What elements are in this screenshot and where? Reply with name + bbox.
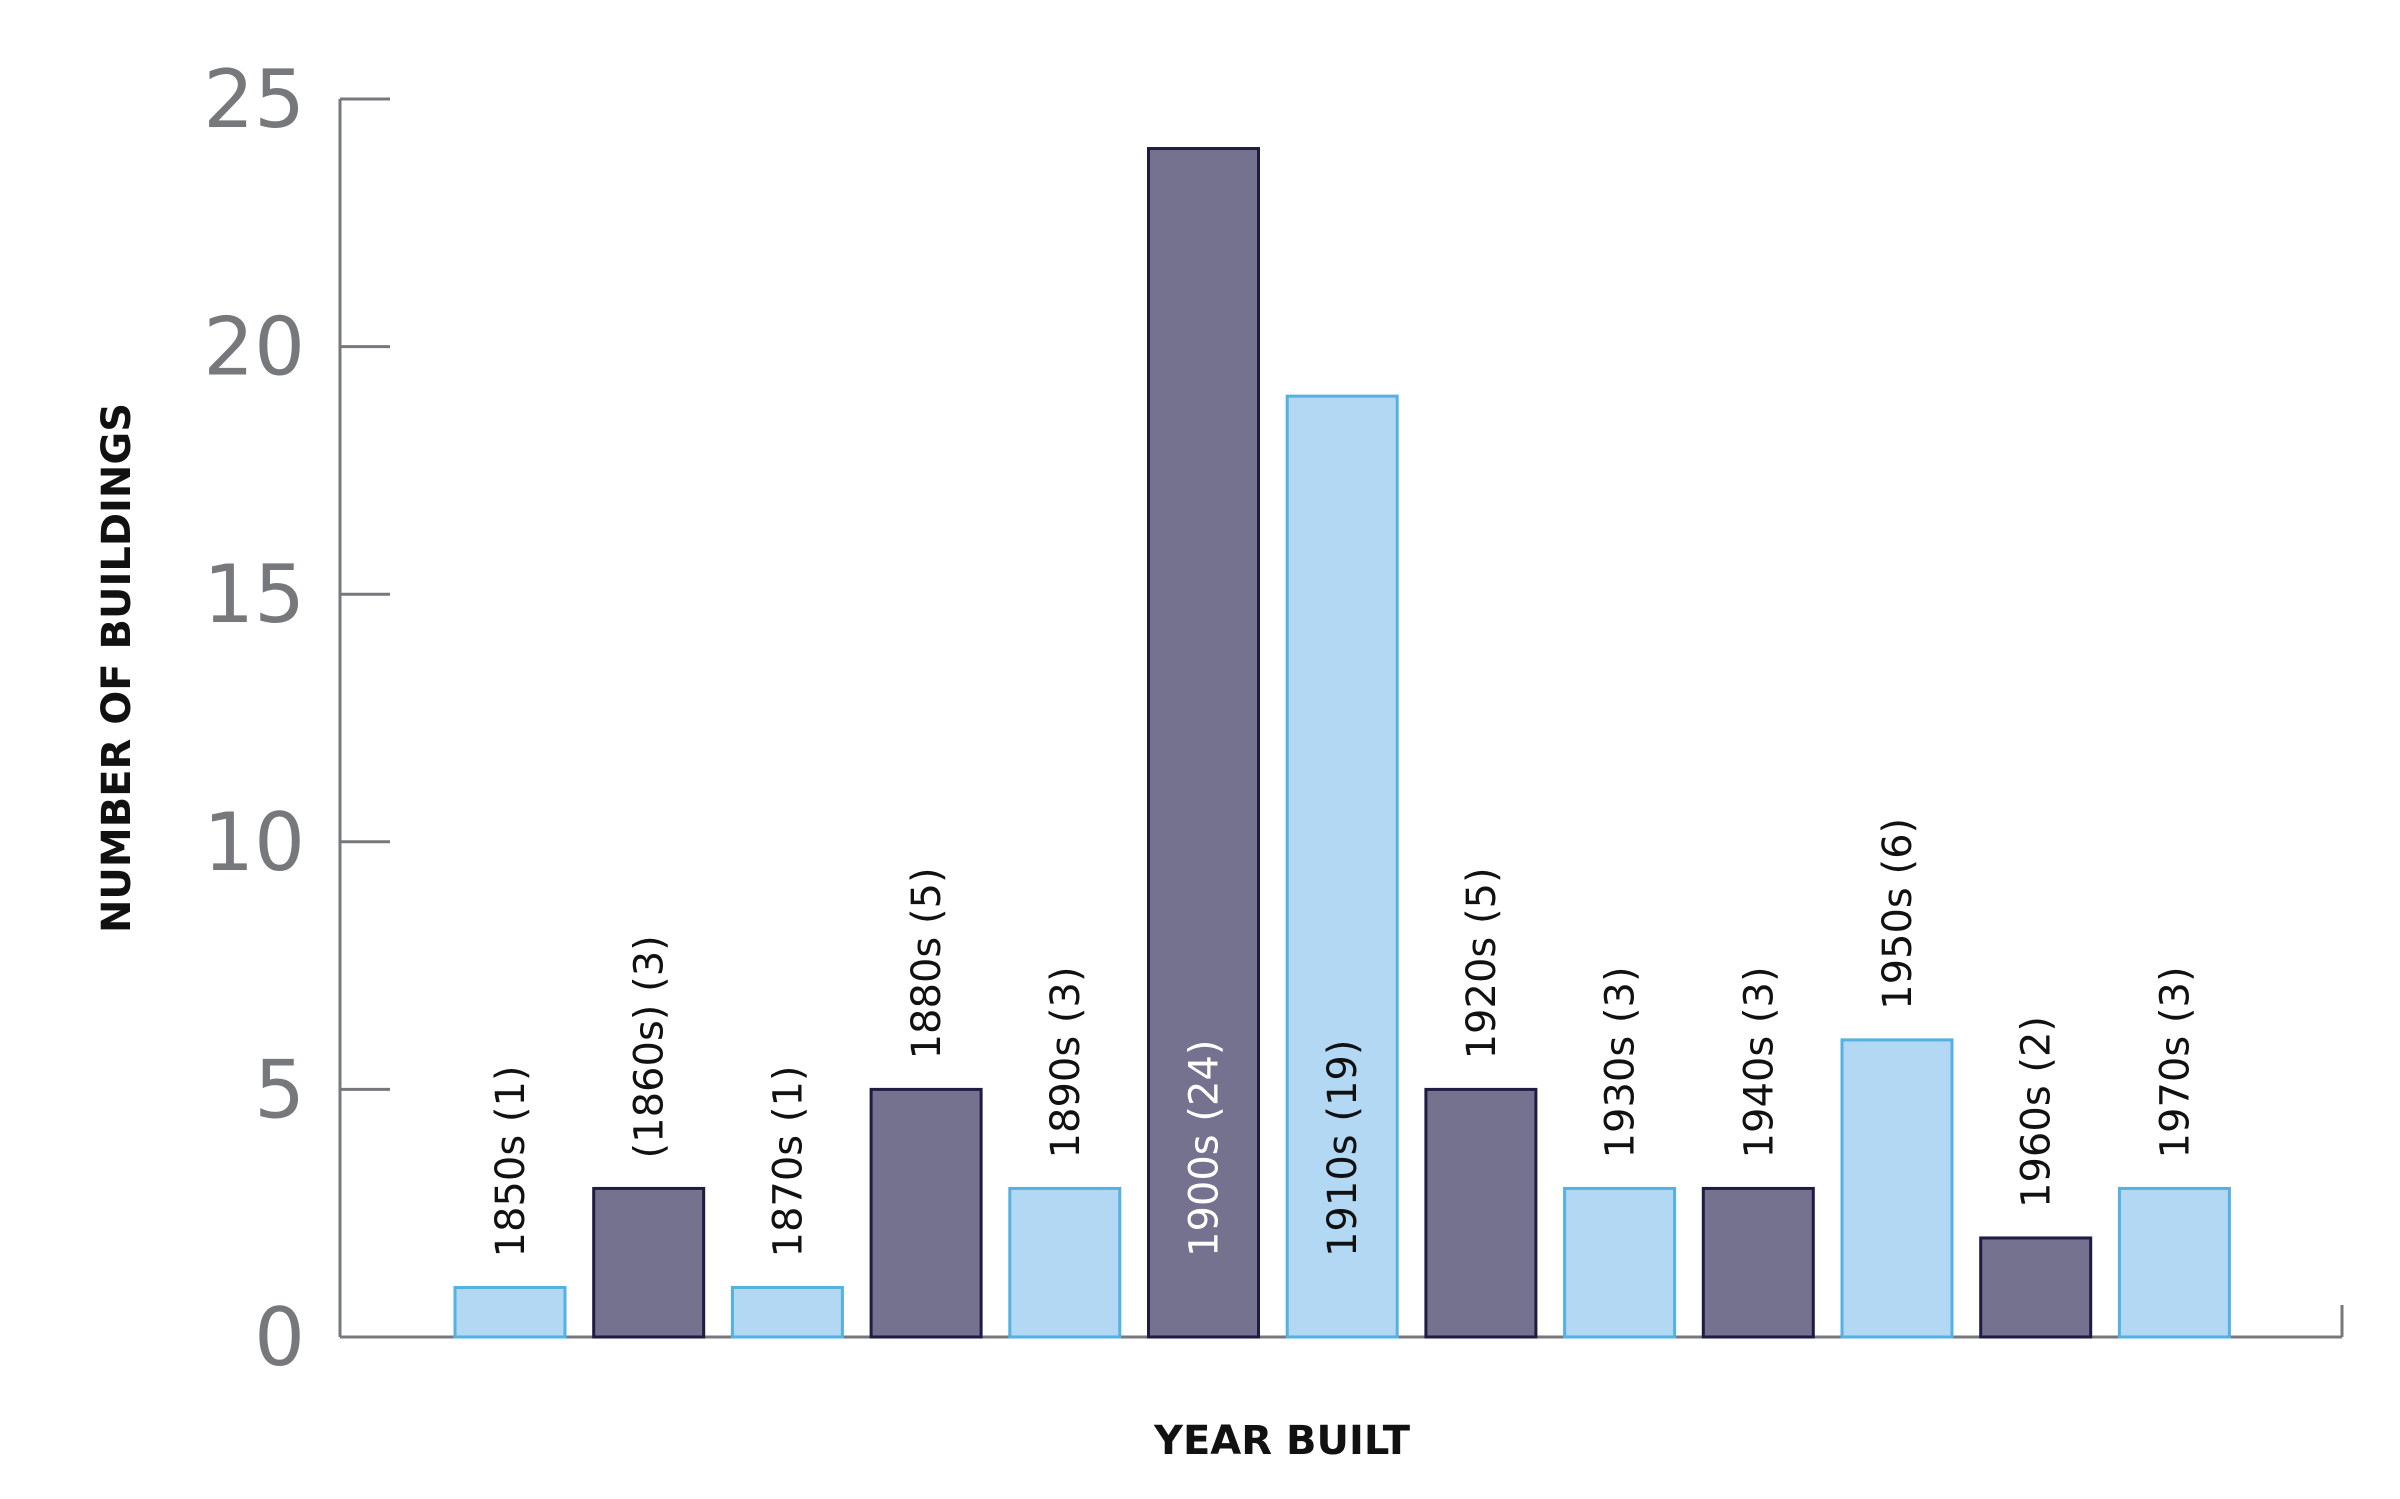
- bar-1940s: [1701, 1186, 1815, 1339]
- bar-label-1870s: 1870s (1): [765, 1065, 811, 1257]
- y-axis-title: NUMBER OF BUILDINGS: [94, 403, 140, 933]
- bar-1880s: [869, 1087, 983, 1339]
- bar-1920s: [1424, 1087, 1538, 1339]
- bar-label-1960s: 1960s (2): [2014, 1016, 2060, 1208]
- y-tick-label: 25: [203, 53, 305, 146]
- bars: [453, 147, 2231, 1339]
- bar-label-1880s: 1880s (5): [904, 867, 950, 1059]
- bar-1850s: [453, 1285, 567, 1339]
- bar-label-1950s: 1950s (6): [1875, 818, 1921, 1010]
- y-tick-label: 5: [254, 1043, 305, 1136]
- bar-label-1930s: 1930s (3): [1598, 966, 1644, 1158]
- bar-label-1920s: 1920s (5): [1459, 867, 1505, 1059]
- bar-1930s: [1563, 1186, 1677, 1339]
- bar-label-1890s: 1890s (3): [1043, 966, 1089, 1158]
- bar-label-1940s: 1940s (3): [1736, 966, 1782, 1158]
- bar-1870s: [730, 1285, 844, 1339]
- y-tick-label: 0: [254, 1291, 305, 1384]
- bar-1890s: [1008, 1186, 1122, 1339]
- bar-label-1900s: 1900s (24): [1182, 1040, 1228, 1257]
- bar-label-1910s: 1910s (19): [1320, 1040, 1366, 1257]
- bar-1860s: [592, 1186, 706, 1339]
- y-tick-label: 20: [203, 301, 305, 394]
- bar-1970s: [2117, 1186, 2231, 1339]
- bar-label-1860s: (1860s) (3): [627, 935, 673, 1158]
- bar-labels: 1850s (1) (1860s) (3) 1870s (1) 1880s (5) 18…: [488, 818, 2198, 1258]
- y-tick-label: 15: [203, 548, 305, 641]
- y-tick-label: 10: [203, 796, 305, 889]
- bar-1900s: [1147, 147, 1260, 1339]
- bar-1950s: [1840, 1038, 1954, 1339]
- bar-1960s: [1979, 1236, 2093, 1339]
- bar-label-1850s: 1850s (1): [488, 1065, 534, 1257]
- bar-1910s: [1285, 394, 1399, 1339]
- bar-label-1970s: 1970s (3): [2152, 966, 2198, 1158]
- y-axis-ticks: 0 5 10 15 20 25: [203, 53, 390, 1384]
- x-axis-title: YEAR BUILT: [1153, 1418, 1411, 1464]
